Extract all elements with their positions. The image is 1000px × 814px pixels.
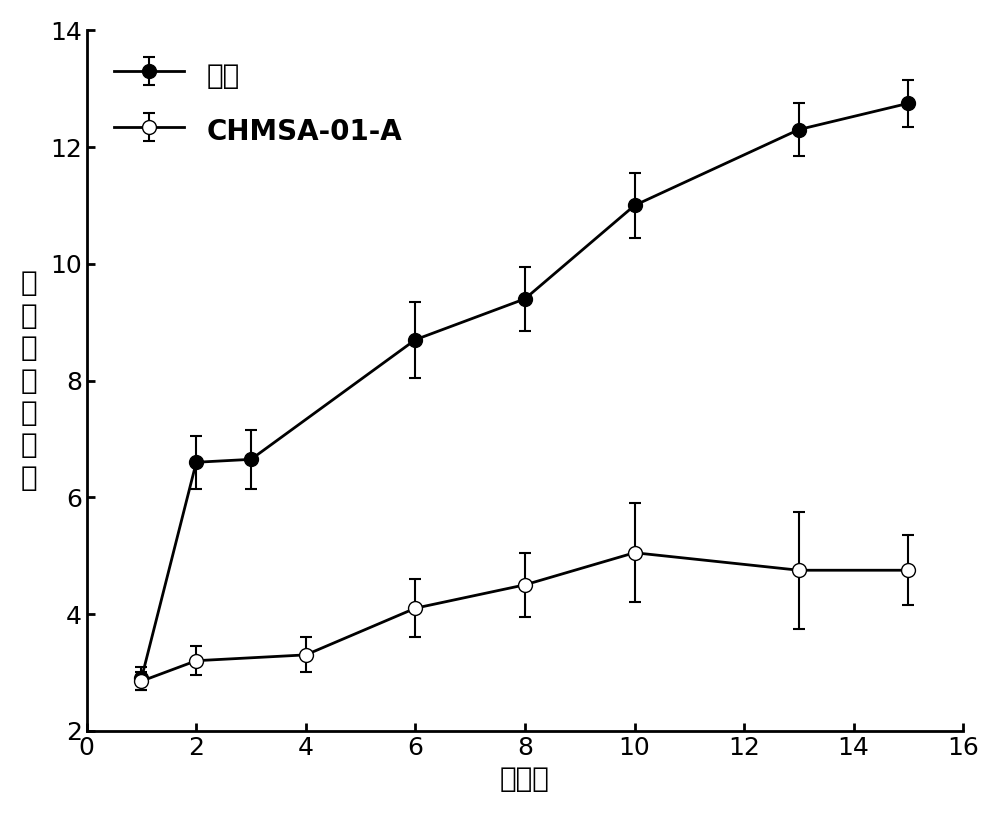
Legend: 对照, CHMSA-01-A: 对照, CHMSA-01-A bbox=[101, 44, 416, 162]
X-axis label: 给药日: 给药日 bbox=[500, 765, 550, 793]
Y-axis label: 平
均
关
节
炎
指
数: 平 均 关 节 炎 指 数 bbox=[21, 269, 37, 492]
